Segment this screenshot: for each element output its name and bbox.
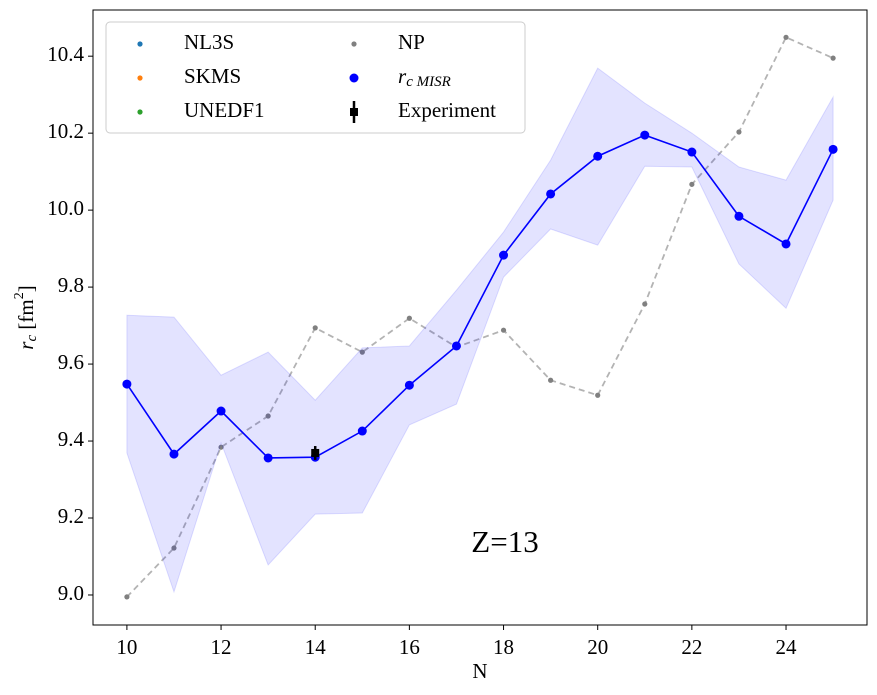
legend-marker <box>137 75 143 81</box>
x-tick-label: 22 <box>681 635 702 659</box>
data-point <box>122 379 132 389</box>
y-tick-label: 10.0 <box>47 196 84 220</box>
legend-marker <box>350 108 358 116</box>
data-point <box>736 129 742 135</box>
data-point <box>451 341 461 351</box>
legend-label: UNEDF1 <box>184 98 265 122</box>
data-point <box>263 453 273 463</box>
legend-label: SKMS <box>184 64 241 88</box>
data-point <box>499 250 509 260</box>
x-axis-label: N <box>472 659 487 683</box>
legend-marker <box>351 41 357 47</box>
data-point <box>218 444 224 450</box>
y-tick-label: 9.8 <box>58 273 84 297</box>
y-tick-label: 9.2 <box>58 504 84 528</box>
data-point <box>783 34 789 40</box>
data-point <box>265 413 271 419</box>
data-point <box>689 181 695 187</box>
x-tick-label: 20 <box>587 635 608 659</box>
y-tick-label: 9.4 <box>58 427 85 451</box>
legend-marker <box>137 41 143 47</box>
x-tick-label: 12 <box>211 635 232 659</box>
y-tick-label: 9.6 <box>58 350 84 374</box>
x-tick-label: 10 <box>116 635 137 659</box>
data-point <box>734 211 744 221</box>
data-point <box>781 239 791 249</box>
plot-frame <box>92 9 868 626</box>
data-point <box>828 144 838 154</box>
legend-box <box>105 21 526 134</box>
data-point <box>124 594 130 600</box>
data-point <box>216 406 226 416</box>
data-point <box>830 55 836 61</box>
legend-label: rc MISR <box>398 64 451 91</box>
x-tick-label: 16 <box>399 635 420 659</box>
data-point <box>171 545 177 551</box>
y-tick-label: 10.4 <box>47 42 84 66</box>
data-point <box>640 130 650 140</box>
data-point <box>595 392 601 398</box>
data-point <box>357 426 367 436</box>
y-tick-label: 9.0 <box>58 581 84 605</box>
uncertainty-band <box>126 67 834 594</box>
data-point <box>404 380 414 390</box>
data-point <box>169 449 179 459</box>
data-point <box>359 349 365 355</box>
legend-marker <box>349 73 359 83</box>
legend-label: NL3S <box>184 30 234 54</box>
annotation: Z=13 <box>471 524 538 559</box>
y-axis-label: rc [fm2] <box>12 285 40 349</box>
x-tick-label: 18 <box>493 635 514 659</box>
data-point <box>406 315 412 321</box>
data-point <box>500 327 507 333</box>
data-point <box>687 147 697 157</box>
x-tick-label: 14 <box>305 635 327 659</box>
legend-label: Experiment <box>398 98 496 122</box>
data-point <box>593 151 603 161</box>
data-point <box>642 301 648 307</box>
legend-marker <box>137 109 143 115</box>
data-point <box>311 448 320 457</box>
y-tick-label: 10.2 <box>47 119 84 143</box>
data-point <box>312 325 318 331</box>
series-line <box>126 134 834 459</box>
x-tick-label: 24 <box>776 635 798 659</box>
legend-label: NP <box>398 30 425 54</box>
data-point <box>546 189 556 199</box>
data-point <box>548 377 554 383</box>
